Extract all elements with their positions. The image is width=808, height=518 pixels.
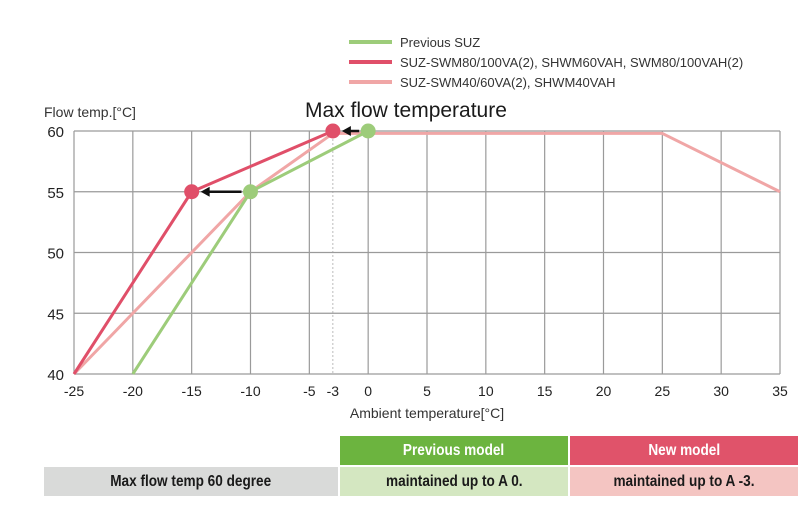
y-tick-label: 45 xyxy=(47,306,64,323)
data-point xyxy=(184,184,200,200)
x-tick-label: 5 xyxy=(423,383,431,399)
x-tick-label: -20 xyxy=(123,383,143,399)
x-tick-label: 20 xyxy=(596,383,612,399)
new-value-text: maintained up to A -3. xyxy=(613,472,755,490)
data-point xyxy=(243,184,258,200)
data-point xyxy=(360,123,376,139)
arrow-head xyxy=(200,186,210,197)
header-previous-label: Previous model xyxy=(403,441,505,459)
legend: Previous SUZ SUZ-SWM80/100VA(2), SHWM60VA… xyxy=(349,35,743,90)
new-value: maintained up to A -3. xyxy=(570,467,798,496)
x-tick-label: 25 xyxy=(655,383,671,399)
header-new-label: New model xyxy=(648,441,720,459)
x-tick-label: -25 xyxy=(64,383,84,399)
x-tick-label: -15 xyxy=(182,383,202,399)
previous-value-text: maintained up to A 0. xyxy=(385,472,523,490)
row-label-text: Max flow temp 60 degree xyxy=(110,472,272,490)
y-axis-label: Flow temp.[°C] xyxy=(44,104,136,120)
header-previous-model: Previous model xyxy=(340,436,568,465)
x-tick-label: -5 xyxy=(303,383,316,399)
y-tick-label: 50 xyxy=(47,246,64,263)
arrow-head xyxy=(341,126,351,136)
x-tick-label: 30 xyxy=(713,383,729,399)
chart: -25 -20 -15 -10 -5 -3 0 5 10 15 20 25 30 35 40 45 50 55 60… xyxy=(44,35,788,421)
y-tick-label: 40 xyxy=(47,367,64,384)
x-axis-label: Ambient temperature[°C] xyxy=(350,405,504,421)
markers xyxy=(184,123,376,200)
x-tick-label: 0 xyxy=(364,383,372,399)
data-point xyxy=(325,123,341,139)
legend-label: SUZ-SWM40/60VA(2), SHWM40VAH xyxy=(400,75,616,90)
x-tick-label: 35 xyxy=(772,383,788,399)
x-tick-label: 10 xyxy=(478,383,494,399)
legend-label: SUZ-SWM80/100VA(2), SHWM60VAH, SWM80/100… xyxy=(400,55,743,70)
x-tick-label: -10 xyxy=(240,383,260,399)
previous-value: maintained up to A 0. xyxy=(340,467,568,496)
grid xyxy=(73,130,781,375)
y-tick-label: 60 xyxy=(47,124,64,141)
x-tick-label: -3 xyxy=(327,383,340,399)
x-tick-label: 15 xyxy=(537,383,553,399)
tick-labels: -25 -20 -15 -10 -5 -3 0 5 10 15 20 25 30 35 40 45 50 55 60 xyxy=(47,124,788,399)
y-tick-label: 55 xyxy=(47,185,64,202)
legend-label: Previous SUZ xyxy=(400,35,480,50)
header-new-model: New model xyxy=(570,436,798,465)
chart-title: Max flow temperature xyxy=(305,99,507,122)
row-label: Max flow temp 60 degree xyxy=(44,467,338,496)
